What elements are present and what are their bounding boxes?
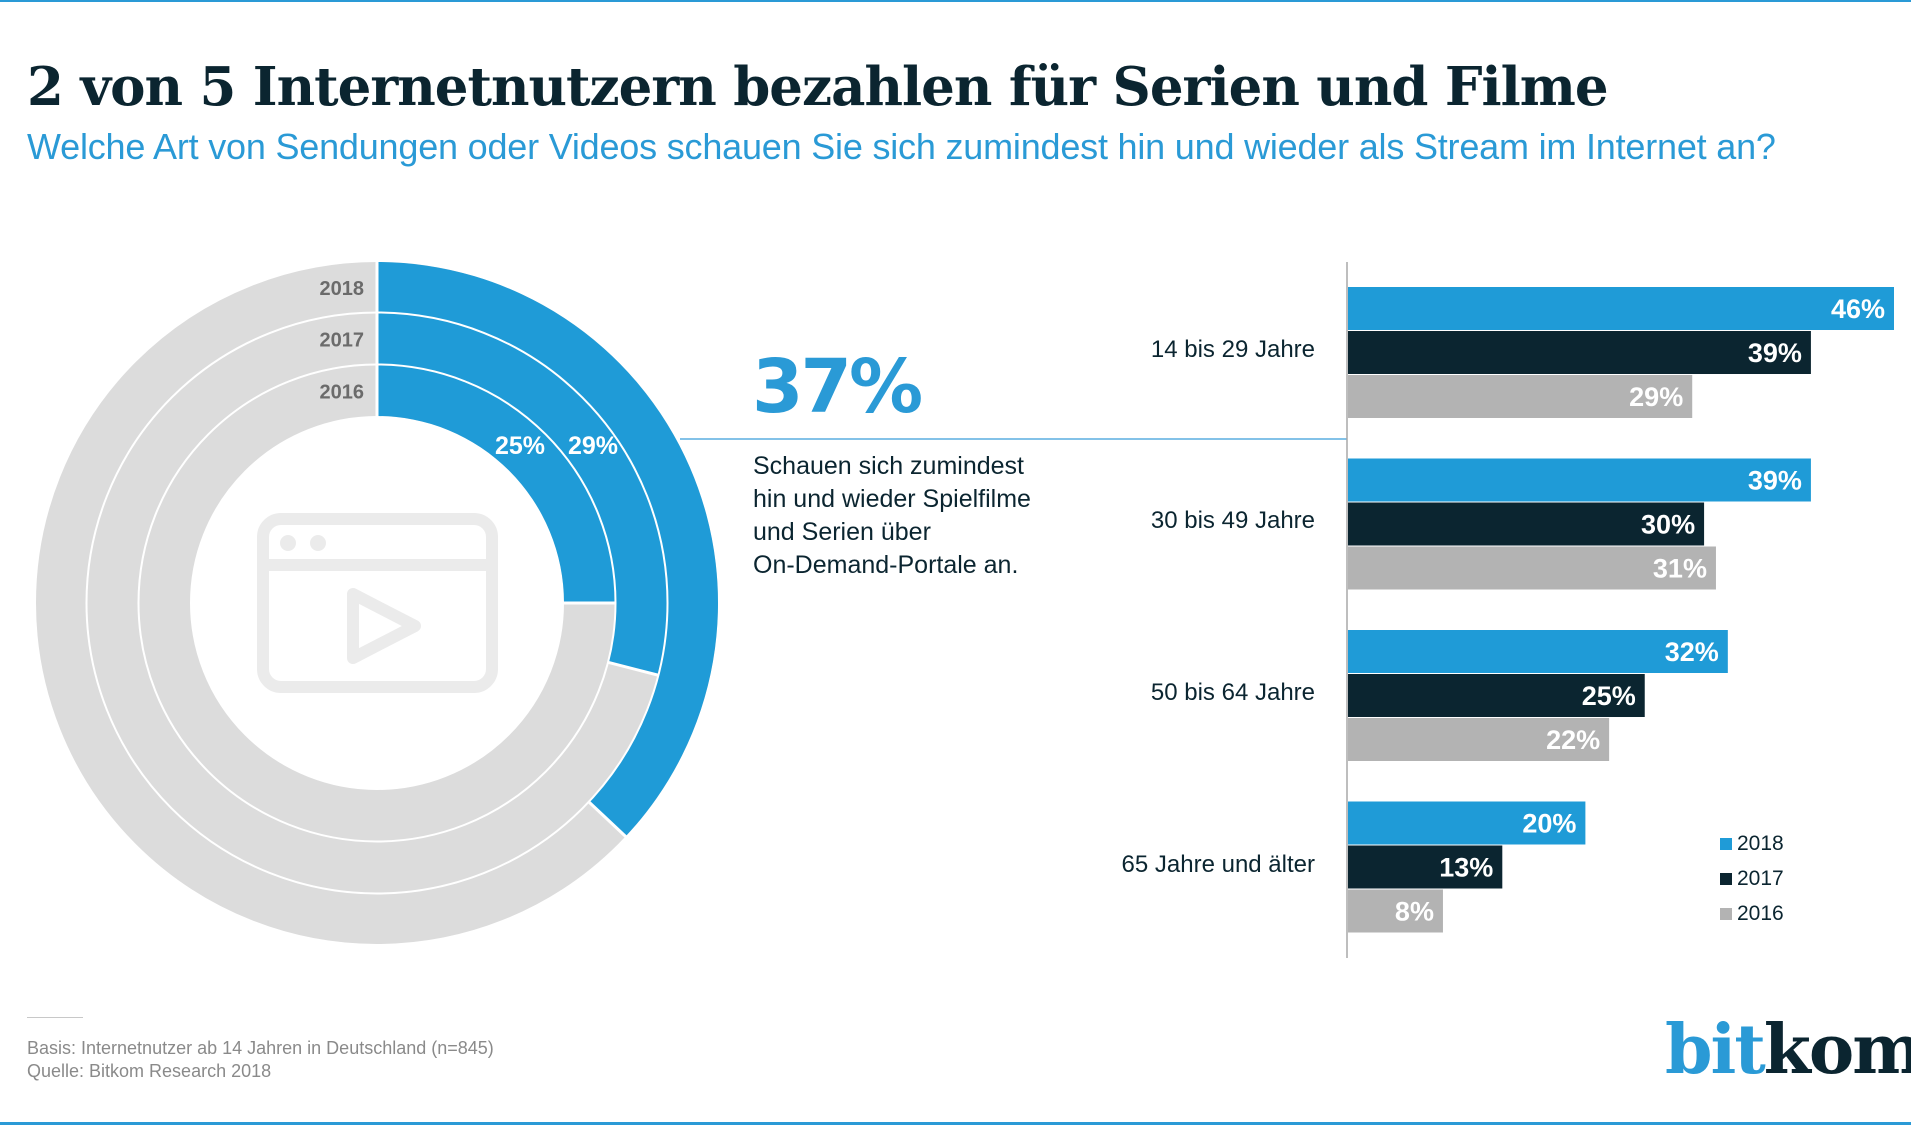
highlight-description: Schauen sich zumindest hin und wieder Sp… (753, 450, 1093, 582)
legend-swatch (1720, 907, 1732, 920)
bar-2017 (1348, 331, 1811, 374)
bar-value-label: 22% (1546, 725, 1600, 755)
highlight-value: 37% (752, 344, 923, 430)
footer-basis: Basis: Internetnutzer ab 14 Jahren in De… (27, 1038, 494, 1058)
legend-swatch (1720, 872, 1732, 885)
bar-2018 (1348, 630, 1728, 673)
window-dot (280, 535, 296, 551)
segment-divider (607, 660, 660, 677)
category-label: 14 bis 29 Jahre (1150, 336, 1315, 363)
description-line: und Serien über (753, 518, 931, 546)
description-line: On-Demand-Portale an. (753, 551, 1019, 579)
donut-year-label: 2017 (320, 330, 365, 352)
donut-segment-2017 (377, 313, 667, 676)
bar-value-label: 32% (1665, 637, 1719, 667)
logo-part-bit: bit (1665, 1010, 1766, 1090)
bar-2018 (1348, 801, 1586, 845)
donut-segment-2018 (377, 262, 718, 837)
page-subtitle: Welche Art von Sendungen oder Videos sch… (27, 126, 1776, 167)
play-icon (347, 588, 421, 664)
bottom-accent-line (0, 1122, 1911, 1125)
bar-2017 (1348, 502, 1705, 546)
bar-value-label: 25% (1582, 681, 1636, 711)
donut-year-label: 2016 (320, 382, 365, 404)
donut-chart: 2016 2017 2018 25% 29% (36, 261, 718, 944)
category-label: 30 bis 49 Jahre (1150, 507, 1315, 534)
ring-gap (85, 311, 669, 895)
legend-label: 2017 (1737, 866, 1784, 890)
legend-item-2018: 2018 (1720, 826, 1784, 861)
page-title: 2 von 5 Internetnutzern bezahlen für Ser… (27, 56, 1609, 118)
bar-value-label: 31% (1653, 554, 1707, 584)
donut-segment-2016 (377, 365, 615, 603)
category-label: 65 Jahre und älter (1121, 851, 1315, 878)
legend-item-2017: 2017 (1720, 861, 1784, 896)
window-dot (310, 535, 326, 551)
footer-divider (27, 1017, 83, 1018)
legend-swatch (1720, 837, 1732, 850)
footer-source: Quelle: Bitkom Research 2018 (27, 1061, 272, 1081)
donut-value-label-2016: 25% (495, 432, 545, 460)
bar-value-label: 20% (1522, 809, 1576, 839)
logo-part-kom: kom (1763, 1010, 1911, 1090)
category-label: 50 bis 64 Jahre (1150, 679, 1315, 706)
bar-chart: 46% 39% 29% 39% 30% 31% 32% 25% 22% 20% 13%8% (1348, 287, 1894, 933)
top-accent-line (0, 0, 1911, 2)
bar-value-label: 8% (1395, 897, 1434, 927)
bar-2016 (1348, 375, 1693, 418)
bar-value-label: 39% (1748, 338, 1802, 368)
bar-2016 (1348, 718, 1610, 761)
legend-label: 2018 (1737, 831, 1784, 855)
video-player-window-icon (257, 513, 498, 693)
bar-2018 (1348, 458, 1811, 502)
donut-value-label-2017: 29% (568, 432, 618, 460)
segment-divider (587, 800, 628, 839)
bar-value-label: 46% (1831, 294, 1885, 324)
description-line: Schauen sich zumindest (753, 452, 1024, 480)
bar-2017 (1348, 845, 1503, 889)
legend-label: 2016 (1737, 901, 1784, 925)
bar-value-label: 13% (1439, 853, 1493, 883)
donut-year-label: 2018 (320, 278, 365, 300)
ring-gap (137, 363, 617, 843)
bitkom-logo: bitkom (1665, 1010, 1911, 1090)
bar-2016 (1348, 546, 1716, 590)
legend-item-2016: 2016 (1720, 896, 1784, 931)
description-line: hin und wieder Spielfilme (753, 485, 1031, 513)
footer-notes: Basis: Internetnutzer ab 14 Jahren in De… (27, 1037, 494, 1083)
bar-value-label: 29% (1629, 382, 1683, 412)
bar-value-label: 39% (1748, 466, 1802, 496)
bar-2016 (1348, 889, 1443, 933)
bar-value-label: 30% (1641, 510, 1695, 540)
bar-2017 (1348, 674, 1645, 717)
legend: 2018 2017 2016 (1720, 826, 1784, 931)
bar-2018 (1348, 287, 1894, 330)
window-frame (257, 513, 498, 693)
